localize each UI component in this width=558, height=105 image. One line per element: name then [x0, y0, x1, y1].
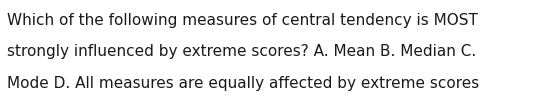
Text: Mode D. All measures are equally affected by extreme scores: Mode D. All measures are equally affecte… [7, 76, 479, 91]
Text: Which of the following measures of central tendency is MOST: Which of the following measures of centr… [7, 13, 478, 28]
Text: strongly influenced by extreme scores? A. Mean B. Median C.: strongly influenced by extreme scores? A… [7, 44, 476, 59]
